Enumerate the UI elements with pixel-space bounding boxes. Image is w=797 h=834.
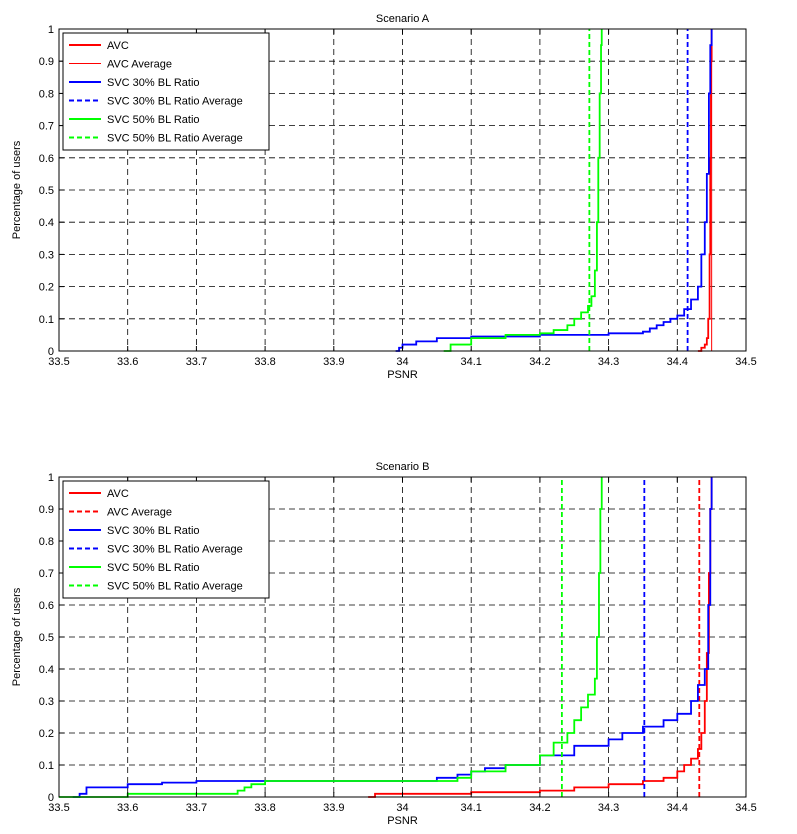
x-tick-label: 34 (396, 802, 408, 814)
y-tick-label: 0.5 (39, 185, 54, 197)
x-tick-label: 33.6 (117, 802, 138, 814)
y-tick-label: 0.7 (39, 121, 54, 133)
legend-label: SVC 30% BL Ratio (107, 525, 200, 537)
series-svc-50pct-bl-ratio (443, 29, 603, 352)
legend-box (62, 480, 270, 599)
legend-label: SVC 30% BL Ratio Average (107, 544, 243, 556)
legend-item-avc-average: AVC Average (69, 59, 172, 71)
legend-item-svc-30pct-bl-ratio: SVC 30% BL Ratio (69, 525, 200, 537)
legend-item-avc: AVC (69, 488, 129, 500)
y-tick-label: 0.9 (39, 504, 54, 516)
y-tick-label: 0.3 (39, 696, 54, 708)
legend-label: AVC (107, 40, 129, 52)
legend-item-svc-50pct-bl-ratio: SVC 50% BL Ratio (69, 562, 200, 574)
series-avc (697, 29, 713, 352)
legend-label: AVC Average (107, 507, 172, 519)
chart-title: Scenario A (376, 13, 430, 25)
legend-label: SVC 50% BL Ratio (107, 114, 200, 126)
y-tick-label: 0.5 (39, 632, 54, 644)
y-axis-label: Percentage of users (11, 140, 23, 239)
legend-label: SVC 30% BL Ratio Average (107, 96, 243, 108)
x-tick-label: 34.2 (529, 802, 550, 814)
x-tick-label: 34.4 (667, 802, 688, 814)
y-tick-label: 0.4 (39, 664, 54, 676)
x-tick-label: 34.2 (529, 356, 550, 368)
x-tick-label: 34.3 (598, 802, 619, 814)
x-axis-label: PSNR (387, 369, 418, 381)
y-tick-label: 0.8 (39, 536, 54, 548)
y-tick-label: 0 (48, 792, 54, 804)
chart-title: Scenario B (376, 461, 430, 473)
x-tick-label: 33.9 (323, 356, 344, 368)
x-tick-label: 33.8 (254, 356, 275, 368)
legend-label: SVC 50% BL Ratio (107, 562, 200, 574)
x-tick-label: 33.7 (186, 356, 207, 368)
series-svc-50pct-bl-ratio (59, 477, 603, 798)
legend-item-svc-50pct-bl-ratio-average: SVC 50% BL Ratio Average (69, 133, 243, 145)
y-tick-label: 0 (48, 346, 54, 358)
legend: AVC AVC Average SVC 30% BL Ratio SVC 30% BL… (62, 32, 270, 151)
y-tick-label: 1 (48, 24, 54, 36)
x-axis-label: PSNR (387, 815, 418, 827)
legend-item-avc-average: AVC Average (69, 507, 172, 519)
x-tick-label: 34.5 (735, 356, 756, 368)
y-tick-label: 0.6 (39, 153, 54, 165)
y-tick-label: 0.2 (39, 282, 54, 294)
legend-item-svc-30pct-bl-ratio-average: SVC 30% BL Ratio Average (69, 544, 243, 556)
x-tick-label: 33.7 (186, 802, 207, 814)
legend-item-svc-30pct-bl-ratio-average: SVC 30% BL Ratio Average (69, 96, 243, 108)
x-tick-label: 34 (396, 356, 408, 368)
series-svc-30pct-bl-ratio (395, 29, 713, 352)
chart-scenario-b: 33.5 33.6 33.7 33.8 33.9 34 34.1 34.2 34.3 34.4 34… (11, 461, 757, 827)
y-tick-label: 0.6 (39, 600, 54, 612)
y-tick-label: 0.9 (39, 56, 54, 68)
chart-scenario-a: 33.5 33.6 33.7 33.8 33.9 34 34.1 34.2 34.3 34.4 34… (11, 13, 757, 381)
y-tick-label: 0.8 (39, 88, 54, 100)
legend-item-svc-30pct-bl-ratio: SVC 30% BL Ratio (69, 77, 200, 89)
y-tick-label: 0.2 (39, 728, 54, 740)
legend-label: SVC 30% BL Ratio (107, 77, 200, 89)
y-axis-label: Percentage of users (11, 587, 23, 686)
x-tick-label: 34.3 (598, 356, 619, 368)
y-tick-label: 1 (48, 472, 54, 484)
y-tick-label: 0.7 (39, 568, 54, 580)
legend-label: AVC Average (107, 59, 172, 71)
y-tick-label: 0.1 (39, 314, 54, 326)
y-tick-label: 0.1 (39, 760, 54, 772)
legend-item-avc: AVC (69, 40, 129, 52)
legend-label: SVC 50% BL Ratio Average (107, 581, 243, 593)
legend-box (62, 32, 270, 151)
x-tick-label: 33.9 (323, 802, 344, 814)
x-tick-label: 34.1 (460, 802, 481, 814)
legend-label: AVC (107, 488, 129, 500)
x-tick-label: 33.5 (48, 802, 69, 814)
y-tick-label: 0.3 (39, 249, 54, 261)
x-tick-label: 34.1 (460, 356, 481, 368)
legend: AVC AVC Average SVC 30% BL Ratio SVC 30% BL… (62, 480, 270, 599)
x-tick-label: 33.6 (117, 356, 138, 368)
legend-label: SVC 50% BL Ratio Average (107, 133, 243, 145)
legend-item-svc-50pct-bl-ratio: SVC 50% BL Ratio (69, 114, 200, 126)
x-tick-label: 34.5 (735, 802, 756, 814)
x-tick-label: 33.8 (254, 802, 275, 814)
legend-item-svc-50pct-bl-ratio-average: SVC 50% BL Ratio Average (69, 581, 243, 593)
x-tick-label: 33.5 (48, 356, 69, 368)
x-tick-label: 34.4 (667, 356, 688, 368)
y-tick-label: 0.4 (39, 217, 54, 229)
